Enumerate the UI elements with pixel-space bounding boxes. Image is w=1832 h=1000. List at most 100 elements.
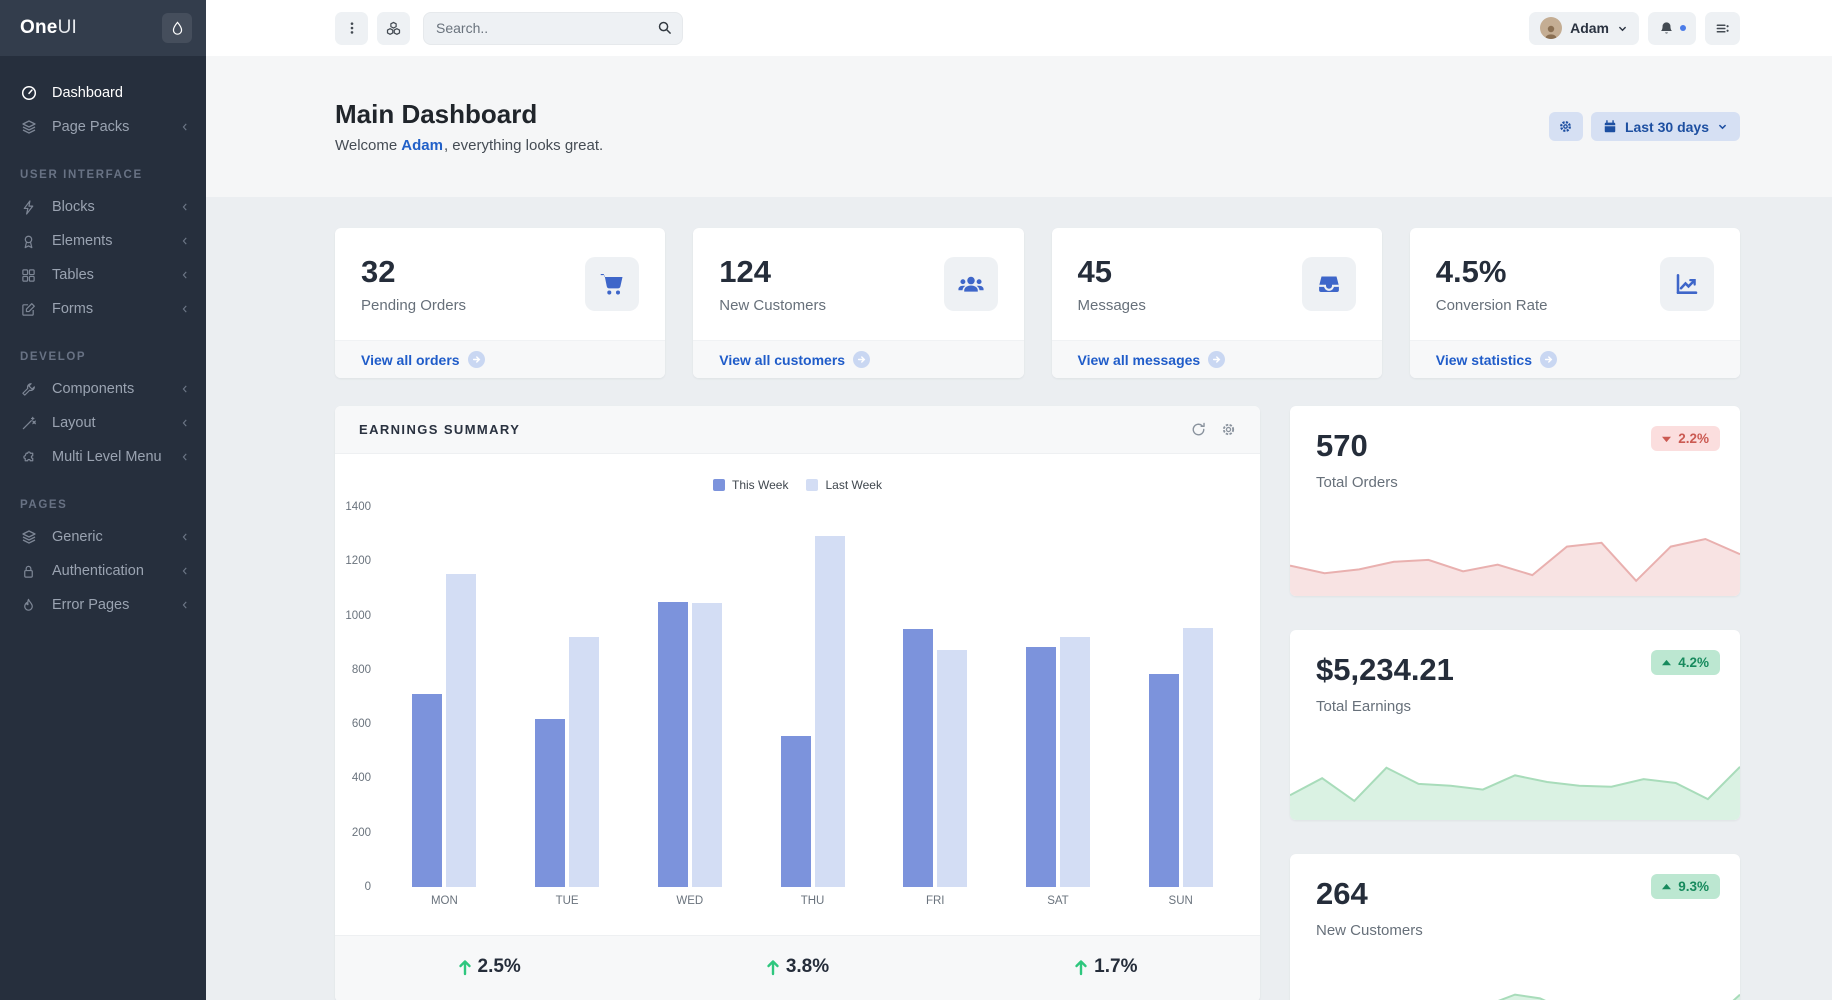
sidebar-item-dashboard[interactable]: Dashboard (0, 76, 206, 110)
sidebar-item-elements[interactable]: Elements (0, 224, 206, 258)
earnings-card-header: EARNINGS SUMMARY (335, 406, 1260, 454)
x-tick-label: THU (800, 895, 825, 907)
sidebar-item-page-packs[interactable]: Page Packs (0, 110, 206, 144)
side-panel-toggle-button[interactable] (1705, 11, 1740, 45)
legend-item: Last Week (806, 478, 882, 492)
notifications-button[interactable] (1648, 11, 1696, 45)
arrow-right-circle-icon (1540, 351, 1557, 368)
search-input[interactable] (423, 11, 683, 45)
sidebar-item-multi-level-menu[interactable]: Multi Level Menu (0, 440, 206, 474)
bar-last-week (937, 649, 968, 887)
settings-icon-button[interactable] (1221, 422, 1236, 437)
y-tick-label: 800 (351, 663, 371, 676)
total-orders-sparkline (1290, 501, 1740, 596)
earnings-card-tools (1191, 422, 1236, 437)
more-options-button[interactable] (335, 11, 368, 45)
view-all-customers-link[interactable]: View all customers (693, 340, 1024, 378)
sidebar-item-error-pages[interactable]: Error Pages (0, 588, 206, 622)
link-label: View all customers (719, 351, 846, 368)
dashboard-settings-button[interactable] (1548, 112, 1583, 141)
view-all-messages-link[interactable]: View all messages (1051, 340, 1382, 378)
stat-card-messages: 45 Messages View all messages (1051, 228, 1382, 378)
list-toggle-icon (1715, 21, 1730, 36)
stat-label: New Customers (719, 297, 826, 314)
chevron-down-icon (1617, 23, 1628, 34)
arrow-up-icon (1074, 959, 1088, 976)
y-tick-label: 0 (364, 881, 371, 893)
sidebar-item-label: Tables (52, 267, 94, 283)
gauge-icon (20, 85, 37, 102)
bolt-icon (20, 199, 37, 216)
bar-group (997, 637, 1120, 887)
sidebar-item-layout[interactable]: Layout (0, 406, 206, 440)
bar-last-week (814, 535, 845, 887)
page-title: Main Dashboard (335, 99, 538, 129)
bar-last-week (1182, 627, 1213, 887)
dashboard-grid: EARNINGS SUMMARY (335, 406, 1740, 1000)
users-icon (943, 257, 998, 311)
badge-value: 2.2% (1678, 431, 1709, 446)
stat-card-body: 45 Messages (1052, 228, 1382, 340)
sidebar-item-label: Error Pages (52, 597, 130, 613)
stat-card-body: 124 New Customers (693, 228, 1023, 340)
sidebar-nav: Dashboard Page Packs USER INTERFACE Bloc… (0, 56, 206, 622)
stat-card-conversion-rate: 4.5% Conversion Rate View statistics (1409, 228, 1740, 378)
search-icon[interactable] (657, 20, 672, 40)
bar-last-week (691, 603, 722, 887)
trend-badge: 2.2% (1651, 426, 1720, 451)
bar-last-week (446, 573, 477, 887)
chevron-left-icon (180, 383, 190, 395)
sidebar-item-forms[interactable]: Forms (0, 292, 206, 326)
sidebar-item-tables[interactable]: Tables (0, 258, 206, 292)
stat-value: 124 (719, 254, 771, 289)
user-menu-button[interactable]: Adam (1529, 11, 1639, 45)
new-customers-sparkline (1290, 949, 1740, 1000)
header-right-cluster: Adam (1529, 11, 1740, 45)
stat-card-pending-orders: 32 Pending Orders View all orders (335, 228, 666, 378)
sidebar-section-heading: USER INTERFACE (20, 169, 143, 181)
triangle-up-icon (1662, 659, 1672, 665)
footer-stat-value: 3.8% (785, 956, 830, 977)
theme-toggle-button[interactable] (162, 13, 192, 43)
stat-label: Pending Orders (361, 297, 467, 314)
trend-badge: 9.3% (1651, 874, 1720, 899)
legend-label: This Week (732, 478, 789, 492)
sidebar-header: OneUI (0, 0, 206, 56)
sidebar: OneUI Dashboard Page Packs (0, 0, 206, 1000)
sidebar-item-authentication[interactable]: Authentication (0, 554, 206, 588)
stat-value: 45 (1077, 254, 1112, 289)
chart-legend: This Week Last Week (335, 478, 1260, 492)
x-tick-label: FRI (925, 895, 945, 907)
gear-icon (1221, 422, 1236, 437)
top-header: Adam (206, 0, 1832, 56)
new-customers-card: 264 New Customers 9.3% (1290, 854, 1740, 1000)
chevron-left-icon (180, 451, 190, 463)
sidebar-item-generic[interactable]: Generic (0, 520, 206, 554)
sidebar-item-blocks[interactable]: Blocks (0, 190, 206, 224)
sidebar-item-label: Generic (52, 529, 103, 545)
welcome-user-link[interactable]: Adam (401, 137, 443, 154)
avatar (1540, 17, 1563, 39)
apps-button[interactable] (377, 11, 410, 45)
sidebar-item-components[interactable]: Components (0, 372, 206, 406)
brand-logo[interactable]: OneUI (20, 17, 77, 39)
brand-light: UI (57, 17, 77, 38)
earnings-footer-stat: 1.7% (952, 956, 1260, 978)
page-hero: Main Dashboard Welcome Adam, everything l… (206, 56, 1832, 197)
chart-plot (383, 507, 1242, 887)
pencil-square-icon (20, 301, 37, 318)
chevron-left-icon (180, 417, 190, 429)
puzzle-icon (20, 449, 37, 466)
magic-wand-icon (20, 415, 37, 432)
date-range-button[interactable]: Last 30 days (1590, 112, 1740, 141)
refresh-button[interactable] (1191, 422, 1206, 437)
card-label: Total Orders (1316, 474, 1398, 491)
earnings-card-title: EARNINGS SUMMARY (359, 422, 521, 437)
sidebar-item-label: Dashboard (52, 85, 123, 101)
refresh-icon (1191, 422, 1206, 437)
droplet-icon (171, 20, 184, 36)
view-statistics-link[interactable]: View statistics (1409, 340, 1740, 378)
trend-badge: 4.2% (1651, 650, 1720, 675)
view-all-orders-link[interactable]: View all orders (335, 340, 666, 378)
